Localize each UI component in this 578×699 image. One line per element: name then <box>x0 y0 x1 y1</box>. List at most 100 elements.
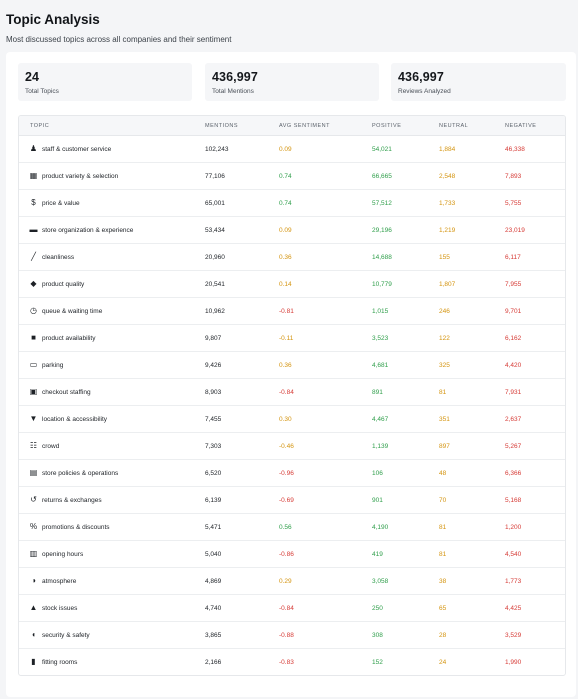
neutral-count: 81 <box>439 389 447 396</box>
header-topic[interactable]: TOPIC <box>30 123 50 129</box>
neutral-count: 155 <box>439 254 450 261</box>
header-positive[interactable]: POSITIVE <box>372 123 402 129</box>
neutral-count: 1,884 <box>439 146 456 153</box>
neutral-count: 325 <box>439 362 450 369</box>
negative-count: 5,267 <box>505 443 522 450</box>
positive-count: 3,058 <box>372 578 389 585</box>
table-row[interactable]: ▣ checkout staffing 8,903 -0.84 891 81 7,931 <box>19 379 565 406</box>
table-row[interactable]: % promotions & discounts 5,471 0.56 4,190 81 1… <box>19 514 565 541</box>
register-icon: ▣ <box>29 387 38 396</box>
negative-count: 9,701 <box>505 308 522 315</box>
table-row[interactable]: ▮ fitting rooms 2,166 -0.83 152 24 1,990 <box>19 649 565 675</box>
topic-name: cleanliness <box>42 254 75 261</box>
stat-value: 24 <box>25 70 40 84</box>
header-neutral[interactable]: NEUTRAL <box>439 123 469 129</box>
mentions-count: 2,166 <box>205 659 222 666</box>
table-row[interactable]: ▤ store policies & operations 6,520 -0.96 10… <box>19 460 565 487</box>
topics-card: 24 Total Topics 436,997 Total Mentions 4… <box>6 52 576 697</box>
table-row[interactable]: ▥ opening hours 5,040 -0.86 419 81 4,540 <box>19 541 565 568</box>
topic-name: staff & customer service <box>42 146 112 153</box>
positive-count: 14,688 <box>372 254 392 261</box>
negative-count: 7,931 <box>505 389 522 396</box>
table-row[interactable]: ▭ parking 9,426 0.36 4,681 325 4,420 <box>19 352 565 379</box>
clock-icon: ◷ <box>30 306 37 315</box>
bag-icon: ■ <box>31 333 36 342</box>
stat-label: Total Mentions <box>212 88 254 95</box>
table-row[interactable]: ▲ stock issues 4,740 -0.84 250 65 4,425 <box>19 595 565 622</box>
table-row[interactable]: ▦ product variety & selection 77,106 0.74 66… <box>19 163 565 190</box>
positive-count: 152 <box>372 659 383 666</box>
avg-sentiment: 0.56 <box>279 524 292 531</box>
header-avg-sentiment[interactable]: AVG SENTIMENT <box>279 123 331 129</box>
topic-name: location & accessibility <box>42 416 108 423</box>
mentions-count: 5,471 <box>205 524 222 531</box>
header-mentions[interactable]: MENTIONS <box>205 123 239 129</box>
neutral-count: 1,219 <box>439 227 456 234</box>
negative-count: 4,540 <box>505 551 522 558</box>
mentions-count: 4,869 <box>205 578 222 585</box>
stat-label: Total Topics <box>25 88 59 95</box>
neutral-count: 2,548 <box>439 173 456 180</box>
topic-name: stock issues <box>42 605 78 612</box>
topic-name: product availability <box>42 335 96 342</box>
negative-count: 7,893 <box>505 173 522 180</box>
table-row[interactable]: ▬ store organization & experience 53,434 0.… <box>19 217 565 244</box>
topic-name: returns & exchanges <box>42 497 102 504</box>
mentions-count: 7,455 <box>205 416 222 423</box>
topic-name: atmosphere <box>42 578 77 585</box>
mentions-count: 53,434 <box>205 227 225 234</box>
avg-sentiment: -0.81 <box>279 308 294 315</box>
shield-icon: ◖ <box>31 630 36 639</box>
mentions-count: 6,520 <box>205 470 222 477</box>
return-icon: ↺ <box>30 495 37 504</box>
table-row[interactable]: ♟ staff & customer service 102,243 0.09 54,0… <box>19 136 565 163</box>
topic-name: store policies & operations <box>42 470 119 477</box>
percent-icon: % <box>29 522 38 531</box>
car-icon: ▭ <box>29 360 38 369</box>
topic-name: security & safety <box>42 632 90 639</box>
mentions-count: 10,962 <box>205 308 225 315</box>
neutral-count: 28 <box>439 632 447 639</box>
avg-sentiment: 0.09 <box>279 146 292 153</box>
neutral-count: 24 <box>439 659 447 666</box>
table-row[interactable]: ■ product availability 9,807 -0.11 3,523 122 6… <box>19 325 565 352</box>
avg-sentiment: 0.74 <box>279 173 292 180</box>
table-row[interactable]: ◷ queue & waiting time 10,962 -0.81 1,015 246… <box>19 298 565 325</box>
neutral-count: 38 <box>439 578 447 585</box>
header-negative[interactable]: NEGATIVE <box>505 123 537 129</box>
negative-count: 4,425 <box>505 605 522 612</box>
mentions-count: 20,960 <box>205 254 225 261</box>
mentions-count: 102,243 <box>205 146 229 153</box>
warning-icon: ▲ <box>29 603 38 612</box>
user-icon: ♟ <box>29 144 38 153</box>
mentions-count: 9,807 <box>205 335 222 342</box>
positive-count: 106 <box>372 470 383 477</box>
page-subtitle: Most discussed topics across all compani… <box>6 35 232 44</box>
negative-count: 1,773 <box>505 578 522 585</box>
topic-name: product quality <box>42 281 85 288</box>
negative-count: 1,200 <box>505 524 522 531</box>
table-row[interactable]: ◆ product quality 20,541 0.14 10,779 1,807 7,9… <box>19 271 565 298</box>
topic-name: crowd <box>42 443 60 450</box>
table-header: TOPIC MENTIONS AVG SENTIMENT POSITIVE NE… <box>19 116 565 136</box>
positive-count: 4,681 <box>372 362 389 369</box>
stat-total-mentions: 436,997 Total Mentions <box>205 63 379 101</box>
avg-sentiment: -0.86 <box>279 551 294 558</box>
dollar-icon: $ <box>31 198 36 207</box>
negative-count: 4,420 <box>505 362 522 369</box>
table-row[interactable]: ▼ location & accessibility 7,455 0.30 4,467 3… <box>19 406 565 433</box>
table-row[interactable]: ╱ cleanliness 20,960 0.36 14,688 155 6,117 <box>19 244 565 271</box>
table-row[interactable]: ↺ returns & exchanges 6,139 -0.69 901 70 5,168 <box>19 487 565 514</box>
mentions-count: 6,139 <box>205 497 222 504</box>
avg-sentiment: 0.74 <box>279 200 292 207</box>
avg-sentiment: 0.29 <box>279 578 292 585</box>
table-row[interactable]: ◖ security & safety 3,865 -0.88 308 28 3,529 <box>19 622 565 649</box>
table-row[interactable]: ◑ atmosphere 4,869 0.29 3,058 38 1,773 <box>19 568 565 595</box>
negative-count: 2,637 <box>505 416 522 423</box>
mentions-count: 7,303 <box>205 443 222 450</box>
table-row[interactable]: ☷ crowd 7,303 -0.46 1,139 897 5,267 <box>19 433 565 460</box>
table-row[interactable]: $ price & value 65,001 0.74 57,512 1,733 5,755 <box>19 190 565 217</box>
topics-table: TOPIC MENTIONS AVG SENTIMENT POSITIVE NE… <box>18 115 566 676</box>
positive-count: 1,015 <box>372 308 389 315</box>
